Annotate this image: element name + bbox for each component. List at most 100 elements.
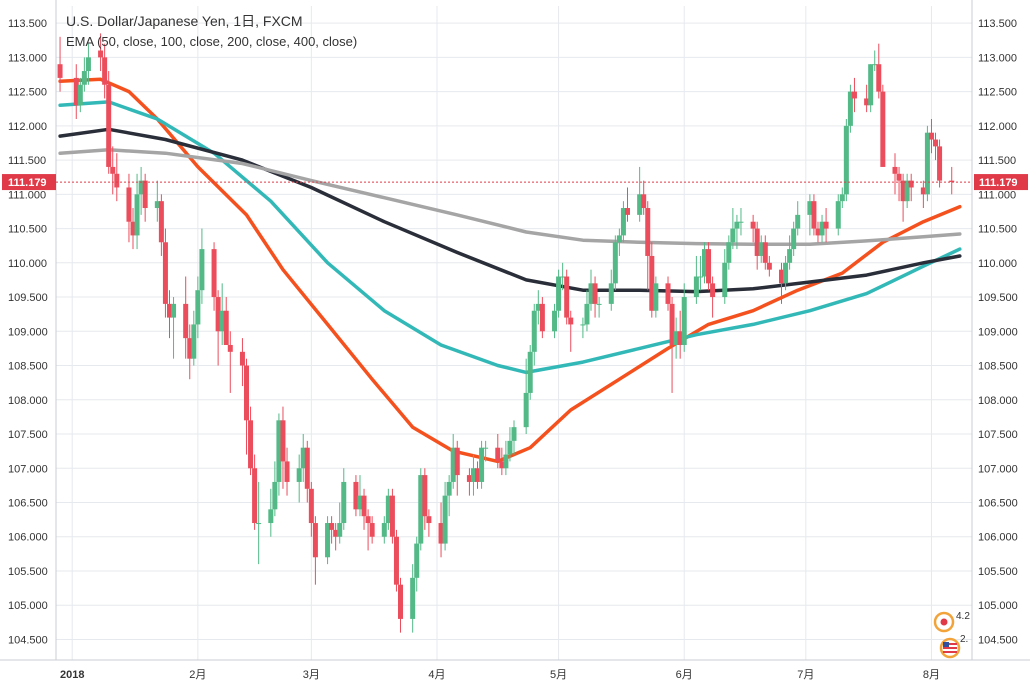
candle [276, 413, 282, 496]
event-widget[interactable]: 4.2 2. [933, 611, 970, 659]
candle [130, 208, 136, 250]
candle [81, 57, 87, 92]
y-tick-label-right: 105.000 [978, 600, 1018, 612]
y-tick-label-right: 111.500 [978, 155, 1016, 167]
candle [381, 516, 387, 544]
candle-body [568, 317, 574, 325]
y-tick-label-left: 113.000 [8, 52, 47, 64]
candle-body [329, 523, 335, 530]
candle [868, 64, 874, 113]
candle-body [187, 338, 193, 359]
candle-body [896, 173, 902, 181]
candle [762, 235, 768, 270]
y-tick-label-left: 112.500 [8, 87, 47, 99]
candle-body [552, 310, 558, 332]
candle-body [933, 139, 939, 147]
candle-body [819, 221, 825, 236]
y-tick-label-right: 110.500 [978, 224, 1017, 236]
candle [252, 454, 258, 530]
candle [333, 523, 339, 551]
candle [665, 276, 671, 311]
candle-body [475, 468, 481, 482]
candle [787, 235, 793, 270]
candle [171, 297, 177, 359]
candle [673, 317, 679, 359]
candle-body [280, 420, 286, 462]
candle [337, 502, 343, 544]
candle [126, 173, 132, 243]
candle [920, 180, 926, 209]
candle [215, 290, 221, 366]
candle [256, 481, 262, 565]
candle [523, 358, 529, 435]
candle [183, 276, 189, 359]
candle-body [223, 310, 229, 345]
candle [779, 262, 785, 304]
candle [783, 255, 789, 291]
candle [418, 468, 424, 551]
candle [693, 255, 699, 304]
candle [312, 516, 318, 585]
candle-body [393, 536, 399, 585]
candle [495, 434, 501, 469]
candle [511, 420, 517, 455]
candle [584, 290, 590, 332]
candle [369, 516, 375, 544]
candle [446, 475, 452, 517]
candle [754, 221, 760, 270]
y-tick-label-right: 104.500 [978, 634, 1018, 646]
alert-icon[interactable] [933, 611, 955, 633]
candle-body [446, 481, 452, 496]
candle-body [847, 91, 853, 126]
event-count-top: 4.2 [956, 611, 970, 622]
candle-body [531, 310, 537, 352]
candle-body [438, 523, 444, 544]
candle-body [215, 297, 221, 332]
y-tick-label-right: 113.000 [978, 52, 1017, 64]
candle-body [171, 303, 177, 318]
candle-body [823, 221, 829, 229]
candle [98, 33, 104, 72]
candle-body [693, 276, 699, 298]
last-price-tag-left [2, 174, 56, 191]
candle-body [580, 324, 586, 326]
last-price-label-right: 111.179 [979, 177, 1018, 189]
y-tick-label-left: 112.000 [8, 121, 47, 133]
candle-body [645, 208, 651, 256]
candle [904, 173, 910, 209]
candle-body [738, 221, 744, 223]
candle-body [422, 475, 428, 517]
candle-body [779, 269, 785, 284]
candle-body [637, 194, 643, 215]
candle-body [924, 132, 930, 195]
candle [645, 201, 651, 291]
candle-body [766, 262, 772, 270]
candle-body [624, 208, 630, 215]
candle [426, 509, 432, 537]
candle [539, 297, 545, 339]
candle [110, 146, 116, 195]
y-tick-label-left: 106.000 [8, 532, 48, 544]
candle-body [191, 324, 197, 359]
y-tick-label-left: 109.000 [8, 326, 48, 338]
candle [839, 187, 845, 209]
candle [239, 338, 245, 387]
candle [697, 255, 703, 291]
candle-body [106, 84, 112, 167]
us-flag-icon[interactable] [939, 637, 961, 659]
candle-body [195, 290, 201, 325]
candle [535, 290, 541, 325]
candle-body [211, 249, 217, 298]
candle-body [381, 523, 387, 537]
candle-body [199, 249, 205, 291]
candle [815, 221, 821, 243]
candle-body [454, 447, 460, 476]
candle [199, 228, 205, 304]
candle [766, 255, 772, 277]
candle [726, 235, 732, 270]
y-tick-label-left: 107.500 [8, 429, 48, 441]
candle [85, 43, 91, 85]
candle [361, 488, 367, 530]
